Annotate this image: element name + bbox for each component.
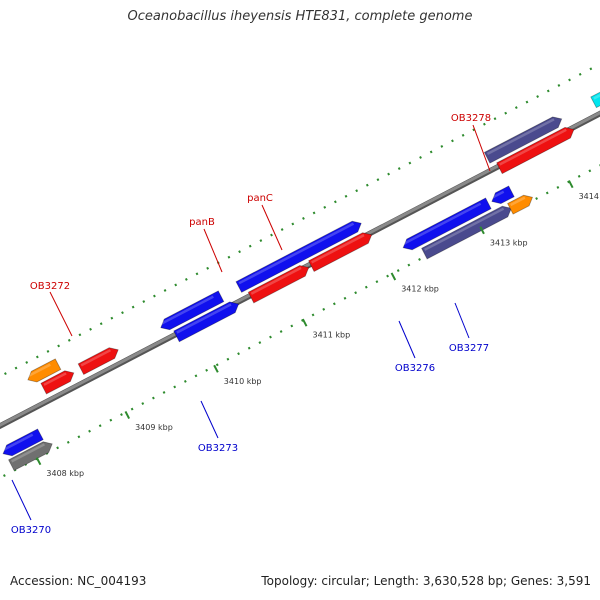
gene-leader-line xyxy=(398,320,416,359)
gene-feature-blue xyxy=(173,301,240,343)
gene-feature-blue xyxy=(402,197,492,251)
gene-label-forward: OB3278 xyxy=(451,113,491,124)
gene-labels: OB3272 panB panC OB3278 OB3270 OB3273 OB3276 OB… xyxy=(11,113,491,536)
scale-ticks: 3408 kbp 3409 kbp 3410 kbp 3411 kbp 3412 kbp… xyxy=(35,180,600,478)
gene-feature-red xyxy=(496,126,575,175)
gene-leader-line xyxy=(261,204,283,251)
gene-leader-line xyxy=(472,124,491,172)
gene-label-forward: OB3272 xyxy=(30,281,70,292)
gene-leader-line xyxy=(200,400,219,439)
gene-feature-red xyxy=(308,232,373,273)
gene-label-reverse: OB3277 xyxy=(449,343,489,354)
gene-feature-cyan xyxy=(590,91,600,109)
gene-feature-red xyxy=(247,265,310,304)
gene-feature-blue xyxy=(491,185,515,205)
gene-feature-red xyxy=(40,370,75,395)
scale-tick-mark xyxy=(301,318,308,327)
scale-tick-label: 3408 kbp xyxy=(46,469,84,478)
scale-tick-mark xyxy=(213,364,219,373)
scale-tick-mark xyxy=(35,457,42,466)
gene-feature-blue xyxy=(235,220,362,293)
gene-leader-line xyxy=(203,228,223,273)
gene-label-forward: panB xyxy=(189,217,215,228)
scale-tick-label: 3410 kbp xyxy=(224,377,262,386)
scale-tick-label: 3413 kbp xyxy=(490,238,528,247)
scale-tick-label: 3409 kbp xyxy=(135,423,173,432)
scale-tick-label: 3414 kbp xyxy=(579,192,600,201)
gene-feature-blue xyxy=(160,290,225,331)
scale-tick-label: 3412 kbp xyxy=(401,285,439,294)
scale-tick-mark xyxy=(124,410,131,419)
gene-feature-orange xyxy=(507,194,534,215)
gene-feature-slate xyxy=(421,205,512,260)
gene-label-reverse: OB3273 xyxy=(198,443,238,454)
gene-feature-gray xyxy=(8,441,53,472)
accession-text: Accession: NC_004193 xyxy=(10,574,147,588)
scale-tick-mark xyxy=(390,272,397,281)
genome-summary-text: Topology: circular; Length: 3,630,528 bp… xyxy=(261,574,591,588)
genome-title: Oceanobacillus iheyensis HTE831, complet… xyxy=(127,9,473,24)
forward-strand-dots xyxy=(0,62,600,378)
gene-leader-line xyxy=(454,302,470,339)
gene-feature-blue xyxy=(2,428,44,457)
gene-features xyxy=(2,91,600,472)
scale-tick-label: 3411 kbp xyxy=(313,331,351,340)
gene-feature-slate xyxy=(483,116,563,164)
gene-label-reverse: OB3276 xyxy=(395,363,435,374)
reverse-strand-dots xyxy=(2,164,600,478)
gene-label-reverse: OB3270 xyxy=(11,525,51,536)
gene-feature-orange xyxy=(27,358,62,383)
gene-feature-red xyxy=(77,347,119,376)
gene-leader-line xyxy=(49,291,73,337)
scale-tick-mark xyxy=(568,180,574,189)
gene-label-forward: panC xyxy=(247,193,273,204)
scale-tick-mark xyxy=(479,226,485,235)
gene-leader-line xyxy=(11,479,32,521)
